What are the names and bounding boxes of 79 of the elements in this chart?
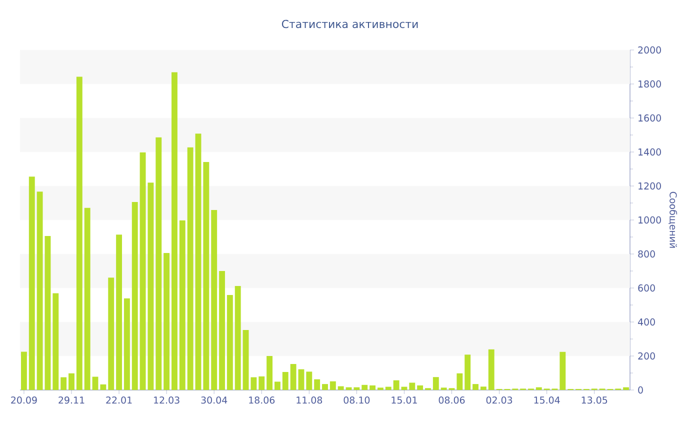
bar	[124, 298, 130, 390]
bar	[385, 386, 392, 390]
x-tick-label: 18.06	[249, 396, 275, 404]
x-tick-label: 08.10	[344, 396, 370, 404]
x-tick-label: 20.09	[11, 396, 37, 404]
bar	[464, 354, 471, 390]
y-tick-label: 0	[638, 386, 643, 394]
y-tick-label: 1400	[638, 148, 661, 156]
y-tick-label: 800	[638, 250, 655, 258]
bar	[164, 252, 170, 390]
x-tick-label: 11.08	[296, 396, 322, 404]
bar	[44, 236, 51, 390]
y-tick-label: 400	[638, 318, 655, 326]
bar	[560, 352, 566, 390]
bar	[306, 372, 312, 390]
bar	[195, 134, 202, 390]
y-tick-label: 1600	[638, 114, 661, 122]
bar	[338, 386, 344, 390]
bar	[362, 384, 368, 390]
bar	[203, 162, 210, 390]
bar	[20, 352, 27, 390]
x-tick-label: 15.04	[534, 396, 560, 404]
bar	[116, 234, 122, 390]
bar	[314, 379, 320, 390]
bar	[298, 369, 304, 390]
y-tick-label: 1000	[638, 216, 661, 224]
bar	[456, 373, 463, 390]
y-tick-label: 1800	[638, 80, 661, 88]
bar	[187, 147, 194, 390]
bar	[68, 373, 74, 390]
bar	[100, 384, 106, 390]
bar	[488, 349, 494, 390]
bar	[370, 385, 376, 390]
bar	[274, 382, 280, 390]
bar	[219, 271, 225, 390]
y-tick-label: 600	[638, 284, 655, 292]
bar	[132, 202, 138, 390]
bar	[84, 208, 90, 390]
bar	[536, 387, 542, 390]
chart-title: Статистика активности	[282, 20, 418, 28]
x-tick-label: 29.11	[58, 396, 84, 404]
bar	[330, 381, 336, 390]
bar	[354, 387, 360, 390]
y-axis-title: Сообщений	[668, 192, 678, 248]
bar	[76, 76, 82, 390]
x-tick-label: 13.05	[582, 396, 608, 404]
bar	[409, 382, 416, 390]
bar	[234, 286, 241, 390]
y-tick-label: 1200	[638, 182, 661, 190]
x-tick-label: 22.01	[106, 396, 132, 404]
bar	[211, 210, 218, 390]
bar	[172, 72, 178, 390]
x-tick-label: 15.01	[392, 396, 417, 404]
x-tick-label: 12.03	[154, 396, 180, 404]
x-tick-label: 08.06	[438, 396, 465, 404]
bar	[226, 294, 233, 390]
bar	[92, 376, 98, 390]
y-tick-label: 2000	[638, 46, 661, 54]
bar	[52, 293, 59, 390]
bar	[393, 380, 400, 390]
bar	[266, 356, 273, 390]
bar	[322, 384, 328, 390]
bar	[258, 376, 265, 390]
x-tick-label: 30.04	[201, 396, 228, 404]
bar	[290, 364, 296, 390]
bar	[60, 377, 67, 390]
bar	[282, 372, 288, 390]
bar	[108, 278, 114, 390]
y-tick-label: 200	[638, 352, 655, 360]
bar	[179, 220, 186, 390]
bar	[432, 377, 439, 390]
bar	[417, 385, 424, 390]
bar	[28, 176, 35, 390]
bar	[36, 192, 43, 390]
bar	[480, 386, 486, 390]
bar	[623, 387, 630, 390]
bar	[472, 384, 478, 390]
bar	[156, 137, 162, 390]
x-tick-label: 02.03	[486, 396, 512, 404]
